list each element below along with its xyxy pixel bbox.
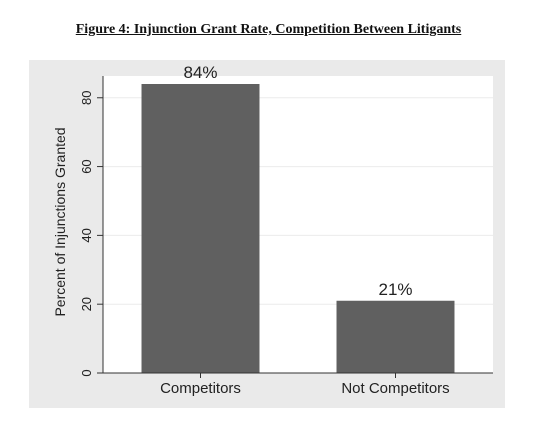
figure-title: Figure 4: Injunction Grant Rate, Competi… <box>75 22 462 37</box>
y-axis: 0 20 40 60 80 <box>79 76 104 377</box>
x-axis: Competitors Not Competitors <box>103 372 493 397</box>
y-tick-label: 20 <box>79 297 94 311</box>
y-tick-label: 80 <box>79 91 94 105</box>
bar <box>141 84 260 373</box>
bars <box>141 84 455 373</box>
y-axis-label: Percent of Injunctions Granted <box>52 127 68 316</box>
data-label: 84% <box>183 63 217 82</box>
y-tick-label: 60 <box>79 159 94 173</box>
y-tick-label: 0 <box>79 369 94 376</box>
bar <box>336 300 455 373</box>
data-label: 21% <box>378 280 412 299</box>
data-labels: 84% 21% <box>183 63 412 299</box>
y-tick-label: 40 <box>79 228 94 242</box>
x-tick-label: Not Competitors <box>341 380 449 397</box>
x-tick-label: Competitors <box>160 380 241 397</box>
